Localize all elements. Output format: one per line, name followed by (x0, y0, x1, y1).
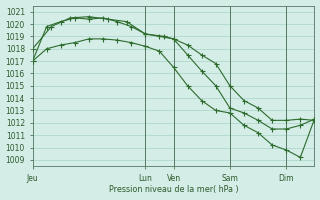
X-axis label: Pression niveau de la mer( hPa ): Pression niveau de la mer( hPa ) (109, 185, 238, 194)
